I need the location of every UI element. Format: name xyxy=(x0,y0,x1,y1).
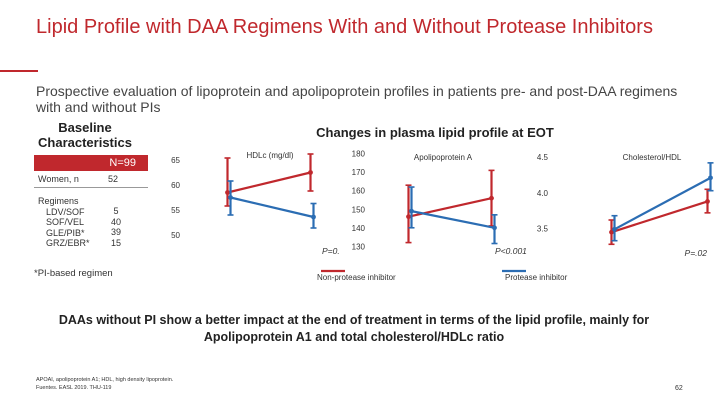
regimen-value: 39 xyxy=(110,227,121,237)
reference-line: APOAI, apolipoprotein A1; HDL, high dens… xyxy=(36,377,174,383)
data-point xyxy=(225,190,230,195)
y-tick-label: 4.0 xyxy=(537,189,549,198)
data-point xyxy=(492,225,497,231)
regimen-value: 15 xyxy=(110,237,121,248)
page-title: Lipid Profile with DAA Regimens With and… xyxy=(36,16,653,38)
data-point xyxy=(609,229,614,235)
y-tick-label: 55 xyxy=(171,206,180,215)
reference-line: Fuentes. EASL 2019. THU-119 xyxy=(36,384,112,391)
references: APOAI, apolipoprotein A1; HDL, high dens… xyxy=(36,377,173,392)
legend-label-non-pi: Non-protease inhibitor xyxy=(317,273,396,282)
y-tick-label: 180 xyxy=(352,150,366,159)
chart-title: Changes in plasma lipid profile at EOT xyxy=(316,125,554,140)
series-line xyxy=(411,210,495,229)
p-value: P=0. xyxy=(322,246,340,256)
y-tick-label: 60 xyxy=(171,181,180,190)
page-number: 62 xyxy=(675,385,683,392)
regimens-label: Regimens xyxy=(38,196,79,206)
regimen-label: GRZ/EBR* xyxy=(46,238,90,248)
regimen-value: 40 xyxy=(110,216,121,227)
data-point xyxy=(228,195,233,200)
women-value: 52 xyxy=(108,174,119,184)
data-point xyxy=(705,199,710,204)
regimens-values: 5 40 39 15 xyxy=(106,206,126,248)
women-label: Women, n xyxy=(38,174,79,184)
p-value: P=.02 xyxy=(685,248,708,258)
data-point xyxy=(311,214,316,220)
y-tick-label: 50 xyxy=(171,231,180,240)
y-tick-label: 4.5 xyxy=(537,153,549,162)
page-subtitle: Prospective evaluation of lipoprotein an… xyxy=(36,83,678,115)
y-tick-label: 160 xyxy=(352,187,366,196)
legend-label-pi: Protease inhibitor xyxy=(505,273,568,282)
series-line xyxy=(230,196,314,219)
y-tick-label: 3.5 xyxy=(537,225,549,234)
p-value: P<0.001 xyxy=(495,246,527,256)
regimens-labels: Regimens LDV/SOF SOF/VEL GLE/PIB* GRZ/EB… xyxy=(38,196,90,249)
data-point xyxy=(406,214,411,220)
series-line xyxy=(227,171,311,194)
panel-title: Apolipoprotein A xyxy=(414,153,473,162)
panel-title: HDLc (mg/dl) xyxy=(246,151,293,160)
y-tick-label: 130 xyxy=(352,242,366,251)
title-accent-rule xyxy=(0,70,38,72)
regimen-label: LDV/SOF xyxy=(46,206,85,217)
pi-footnote: *PI-based regimen xyxy=(34,268,113,279)
data-point xyxy=(708,175,713,181)
baseline-title: Baseline Characteristics xyxy=(38,120,132,150)
y-tick-label: 65 xyxy=(171,156,180,165)
data-point xyxy=(489,195,494,201)
y-tick-label: 150 xyxy=(352,205,366,214)
n-label: N=99 xyxy=(109,157,136,169)
regimen-value: 5 xyxy=(113,206,119,216)
panel-title: Cholesterol/HDL xyxy=(623,153,682,162)
series-line xyxy=(613,176,712,231)
y-tick-label: 170 xyxy=(352,168,366,177)
data-point xyxy=(308,170,313,175)
regimen-label: SOF/VEL xyxy=(46,217,85,227)
data-point xyxy=(612,226,617,232)
y-tick-label: 140 xyxy=(352,224,366,233)
conclusion-text: DAAs without PI show a better impact at … xyxy=(58,313,650,344)
series-line xyxy=(611,200,708,234)
data-point xyxy=(409,208,414,214)
baseline-divider xyxy=(34,187,148,188)
n-badge: N=99 xyxy=(34,155,148,171)
regimen-label: GLE/PIB* xyxy=(46,227,85,238)
